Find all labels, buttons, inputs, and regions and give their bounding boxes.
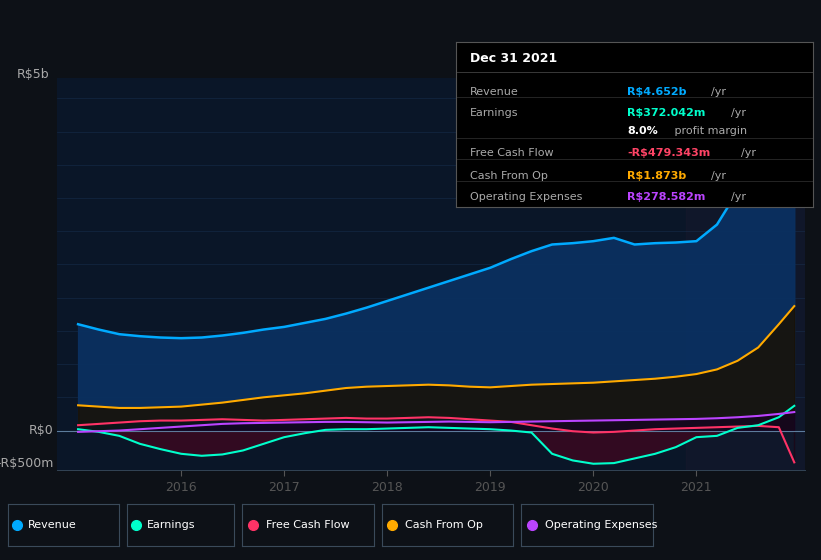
Text: /yr: /yr — [711, 171, 726, 181]
Text: /yr: /yr — [731, 192, 745, 202]
Text: Earnings: Earnings — [470, 108, 518, 118]
Text: 8.0%: 8.0% — [627, 126, 658, 136]
Text: Revenue: Revenue — [28, 520, 77, 530]
Text: Operating Expenses: Operating Expenses — [470, 192, 582, 202]
Text: R$0: R$0 — [29, 424, 53, 437]
Text: -R$500m: -R$500m — [0, 458, 53, 470]
Text: Operating Expenses: Operating Expenses — [545, 520, 658, 530]
Text: R$4.652b: R$4.652b — [627, 87, 686, 97]
Text: -R$479.343m: -R$479.343m — [627, 148, 710, 158]
Text: Earnings: Earnings — [146, 520, 195, 530]
Text: Cash From Op: Cash From Op — [470, 171, 548, 181]
Text: R$278.582m: R$278.582m — [627, 192, 705, 202]
Text: Revenue: Revenue — [470, 87, 519, 97]
Text: R$372.042m: R$372.042m — [627, 108, 705, 118]
Text: /yr: /yr — [711, 87, 726, 97]
Text: /yr: /yr — [741, 148, 755, 158]
Text: Dec 31 2021: Dec 31 2021 — [470, 52, 557, 65]
Text: Cash From Op: Cash From Op — [406, 520, 484, 530]
Text: Free Cash Flow: Free Cash Flow — [470, 148, 553, 158]
Text: Free Cash Flow: Free Cash Flow — [266, 520, 350, 530]
Text: R$1.873b: R$1.873b — [627, 171, 686, 181]
Bar — [686, 78, 805, 470]
Text: profit margin: profit margin — [671, 126, 747, 136]
Text: R$5b: R$5b — [16, 68, 49, 81]
Text: /yr: /yr — [731, 108, 745, 118]
